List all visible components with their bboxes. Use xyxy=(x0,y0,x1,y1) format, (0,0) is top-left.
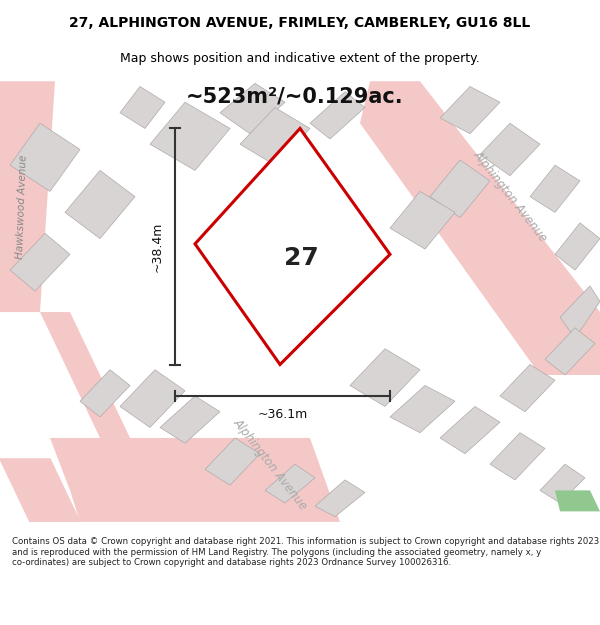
Polygon shape xyxy=(0,81,55,312)
Text: ~523m²/~0.129ac.: ~523m²/~0.129ac. xyxy=(186,87,404,107)
Polygon shape xyxy=(490,432,545,480)
Polygon shape xyxy=(430,160,490,217)
Polygon shape xyxy=(65,171,135,239)
Polygon shape xyxy=(240,107,310,165)
Polygon shape xyxy=(0,459,80,522)
Polygon shape xyxy=(530,165,580,212)
Text: Contains OS data © Crown copyright and database right 2021. This information is : Contains OS data © Crown copyright and d… xyxy=(12,538,599,567)
Polygon shape xyxy=(120,86,165,129)
Polygon shape xyxy=(50,438,340,522)
Polygon shape xyxy=(265,464,315,503)
Polygon shape xyxy=(310,92,365,139)
Polygon shape xyxy=(350,349,420,406)
Polygon shape xyxy=(10,233,70,291)
Polygon shape xyxy=(160,396,220,443)
Text: ~38.4m: ~38.4m xyxy=(151,221,163,272)
Text: 27: 27 xyxy=(284,246,319,270)
Polygon shape xyxy=(540,464,585,503)
Polygon shape xyxy=(390,386,455,432)
Polygon shape xyxy=(315,480,365,517)
Polygon shape xyxy=(10,123,80,191)
Polygon shape xyxy=(360,81,600,375)
Text: Alphington Avenue: Alphington Avenue xyxy=(470,149,550,245)
Polygon shape xyxy=(555,491,600,511)
Text: 27, ALPHINGTON AVENUE, FRIMLEY, CAMBERLEY, GU16 8LL: 27, ALPHINGTON AVENUE, FRIMLEY, CAMBERLE… xyxy=(70,16,530,30)
Polygon shape xyxy=(195,129,390,364)
Polygon shape xyxy=(440,86,500,134)
Text: ~36.1m: ~36.1m xyxy=(257,408,308,421)
Polygon shape xyxy=(120,370,185,428)
Polygon shape xyxy=(555,223,600,270)
Polygon shape xyxy=(560,286,600,338)
Text: Hawkswood Avenue: Hawkswood Avenue xyxy=(15,155,29,259)
Polygon shape xyxy=(545,328,595,375)
Polygon shape xyxy=(500,364,555,412)
Polygon shape xyxy=(390,191,455,249)
Polygon shape xyxy=(40,312,130,438)
Polygon shape xyxy=(205,438,260,485)
Polygon shape xyxy=(480,123,540,176)
Polygon shape xyxy=(440,406,500,454)
Text: Alphington Avenue: Alphington Avenue xyxy=(230,416,310,512)
Polygon shape xyxy=(220,83,285,134)
Text: Map shows position and indicative extent of the property.: Map shows position and indicative extent… xyxy=(120,52,480,65)
Polygon shape xyxy=(80,370,130,417)
Polygon shape xyxy=(150,102,230,171)
